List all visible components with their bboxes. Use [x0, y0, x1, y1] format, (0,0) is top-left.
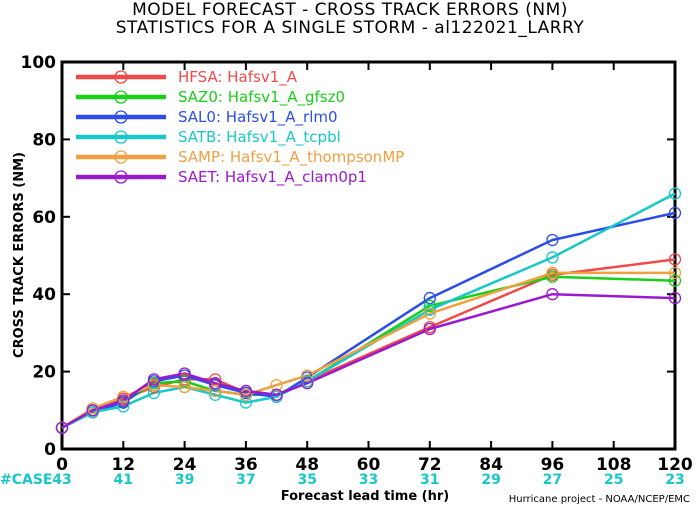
case-count: 39	[175, 472, 194, 488]
x-tick-label: 36	[234, 455, 258, 475]
series-point-4	[239, 388, 253, 401]
series-point-4	[423, 307, 436, 320]
series-point-5	[178, 367, 191, 380]
y-tick-label: 40	[32, 285, 56, 305]
series-point-4	[178, 380, 191, 394]
credit-text: Hurricane project - NOAA/NCEP/EMC	[509, 494, 690, 505]
series-point-2	[668, 206, 682, 220]
legend-label-3: SATB: Hafsv1_A_tcpbl	[178, 128, 341, 147]
x-tick-label: 84	[479, 455, 503, 475]
series-point-3	[668, 187, 682, 200]
series-point-5	[546, 288, 559, 301]
series-point-4	[117, 390, 130, 403]
series-point-4	[546, 266, 559, 280]
x-tick-label: 0	[56, 455, 68, 475]
case-count: 27	[543, 472, 562, 488]
case-count: 29	[481, 472, 500, 488]
series-point-5	[117, 394, 130, 407]
series-point-1	[546, 270, 559, 283]
x-tick-label: 48	[295, 455, 319, 475]
x-tick-label: 120	[657, 455, 693, 475]
series-point-2	[546, 233, 559, 247]
legend-label-0: HFSA: Hafsv1_A	[178, 68, 298, 87]
series-line-1	[61, 275, 676, 429]
y-axis-ticks: 0 20 40 60 80 100	[21, 53, 675, 460]
series-point-5	[209, 377, 222, 390]
legend-marker-0	[114, 70, 128, 84]
x-tick-label: 24	[173, 455, 197, 475]
series-point-4	[147, 378, 161, 392]
series-point-0	[668, 253, 682, 266]
case-count-row: #CASE 43 41 39 37 35 33 31 29 27 25 23	[0, 472, 685, 488]
series-point-4	[301, 369, 314, 382]
series-point-5	[668, 291, 682, 305]
chart-title: MODEL FORECAST - CROSS TRACK ERRORS (NM)	[132, 0, 568, 20]
series-point-1	[423, 299, 436, 312]
series-point-4	[668, 266, 682, 280]
case-count: 33	[359, 472, 378, 488]
series-point-5	[239, 384, 253, 398]
series-point-4	[270, 378, 283, 392]
y-tick-label: 0	[44, 440, 56, 460]
x-tick-label: 108	[596, 455, 632, 475]
case-count: 37	[236, 472, 255, 488]
y-tick-label: 100	[21, 53, 57, 73]
case-count: 41	[114, 472, 133, 488]
series-point-1	[668, 274, 682, 287]
y-tick-label: 20	[32, 363, 56, 383]
x-tick-label: 60	[357, 455, 381, 475]
y-tick-label: 80	[32, 130, 56, 150]
series-point-5	[270, 388, 283, 401]
legend-label-2: SAL0: Hafsv1_A_rlm0	[178, 108, 338, 127]
x-axis-ticks: 0 12 24 36 48 60 72 84 96 108 120	[56, 62, 693, 475]
series-point-4	[209, 384, 222, 398]
x-tick-label: 12	[111, 455, 135, 475]
series-point-3	[117, 400, 130, 413]
series-point-5	[147, 373, 161, 386]
series-point-3	[423, 303, 436, 316]
legend-marker-4	[114, 150, 128, 164]
case-count: 31	[420, 472, 439, 488]
x-tick-label: 72	[418, 455, 442, 475]
case-count: 25	[604, 472, 623, 488]
case-count: 23	[665, 472, 684, 488]
series-point-5	[423, 322, 436, 336]
legend-marker-2	[114, 110, 128, 124]
series-line-5	[61, 292, 676, 429]
case-label: #CASE	[0, 472, 53, 488]
chart-subtitle: STATISTICS FOR A SINGLE STORM - al122021…	[115, 18, 585, 38]
series-point-1	[178, 375, 191, 388]
series-point-5	[55, 421, 69, 434]
y-tick-label: 60	[32, 208, 56, 228]
legend-label-5: SAET: Hafsv1_A_clam0p1	[178, 168, 367, 187]
x-tick-label: 96	[541, 455, 565, 475]
x-axis-label: Forecast lead time (hr)	[281, 489, 449, 504]
case-count: 43	[52, 472, 71, 488]
series-point-5	[86, 404, 99, 417]
series-line-2	[61, 211, 676, 429]
legend-label-4: SAMP: Hafsv1_A_thompsonMP	[178, 148, 404, 167]
series-markers	[55, 187, 682, 434]
legend-marker-1	[114, 90, 128, 104]
series-point-5	[301, 377, 314, 390]
case-count: 35	[297, 472, 316, 488]
series-point-3	[147, 386, 161, 400]
series-point-3	[546, 251, 559, 264]
legend-marker-5	[114, 170, 128, 184]
y-axis-label: CROSS TRACK ERRORS (NM)	[12, 152, 27, 358]
legend-marker-3	[114, 130, 128, 144]
legend-label-1: SAZ0: Hafsv1_A_gfsz0	[178, 88, 345, 107]
